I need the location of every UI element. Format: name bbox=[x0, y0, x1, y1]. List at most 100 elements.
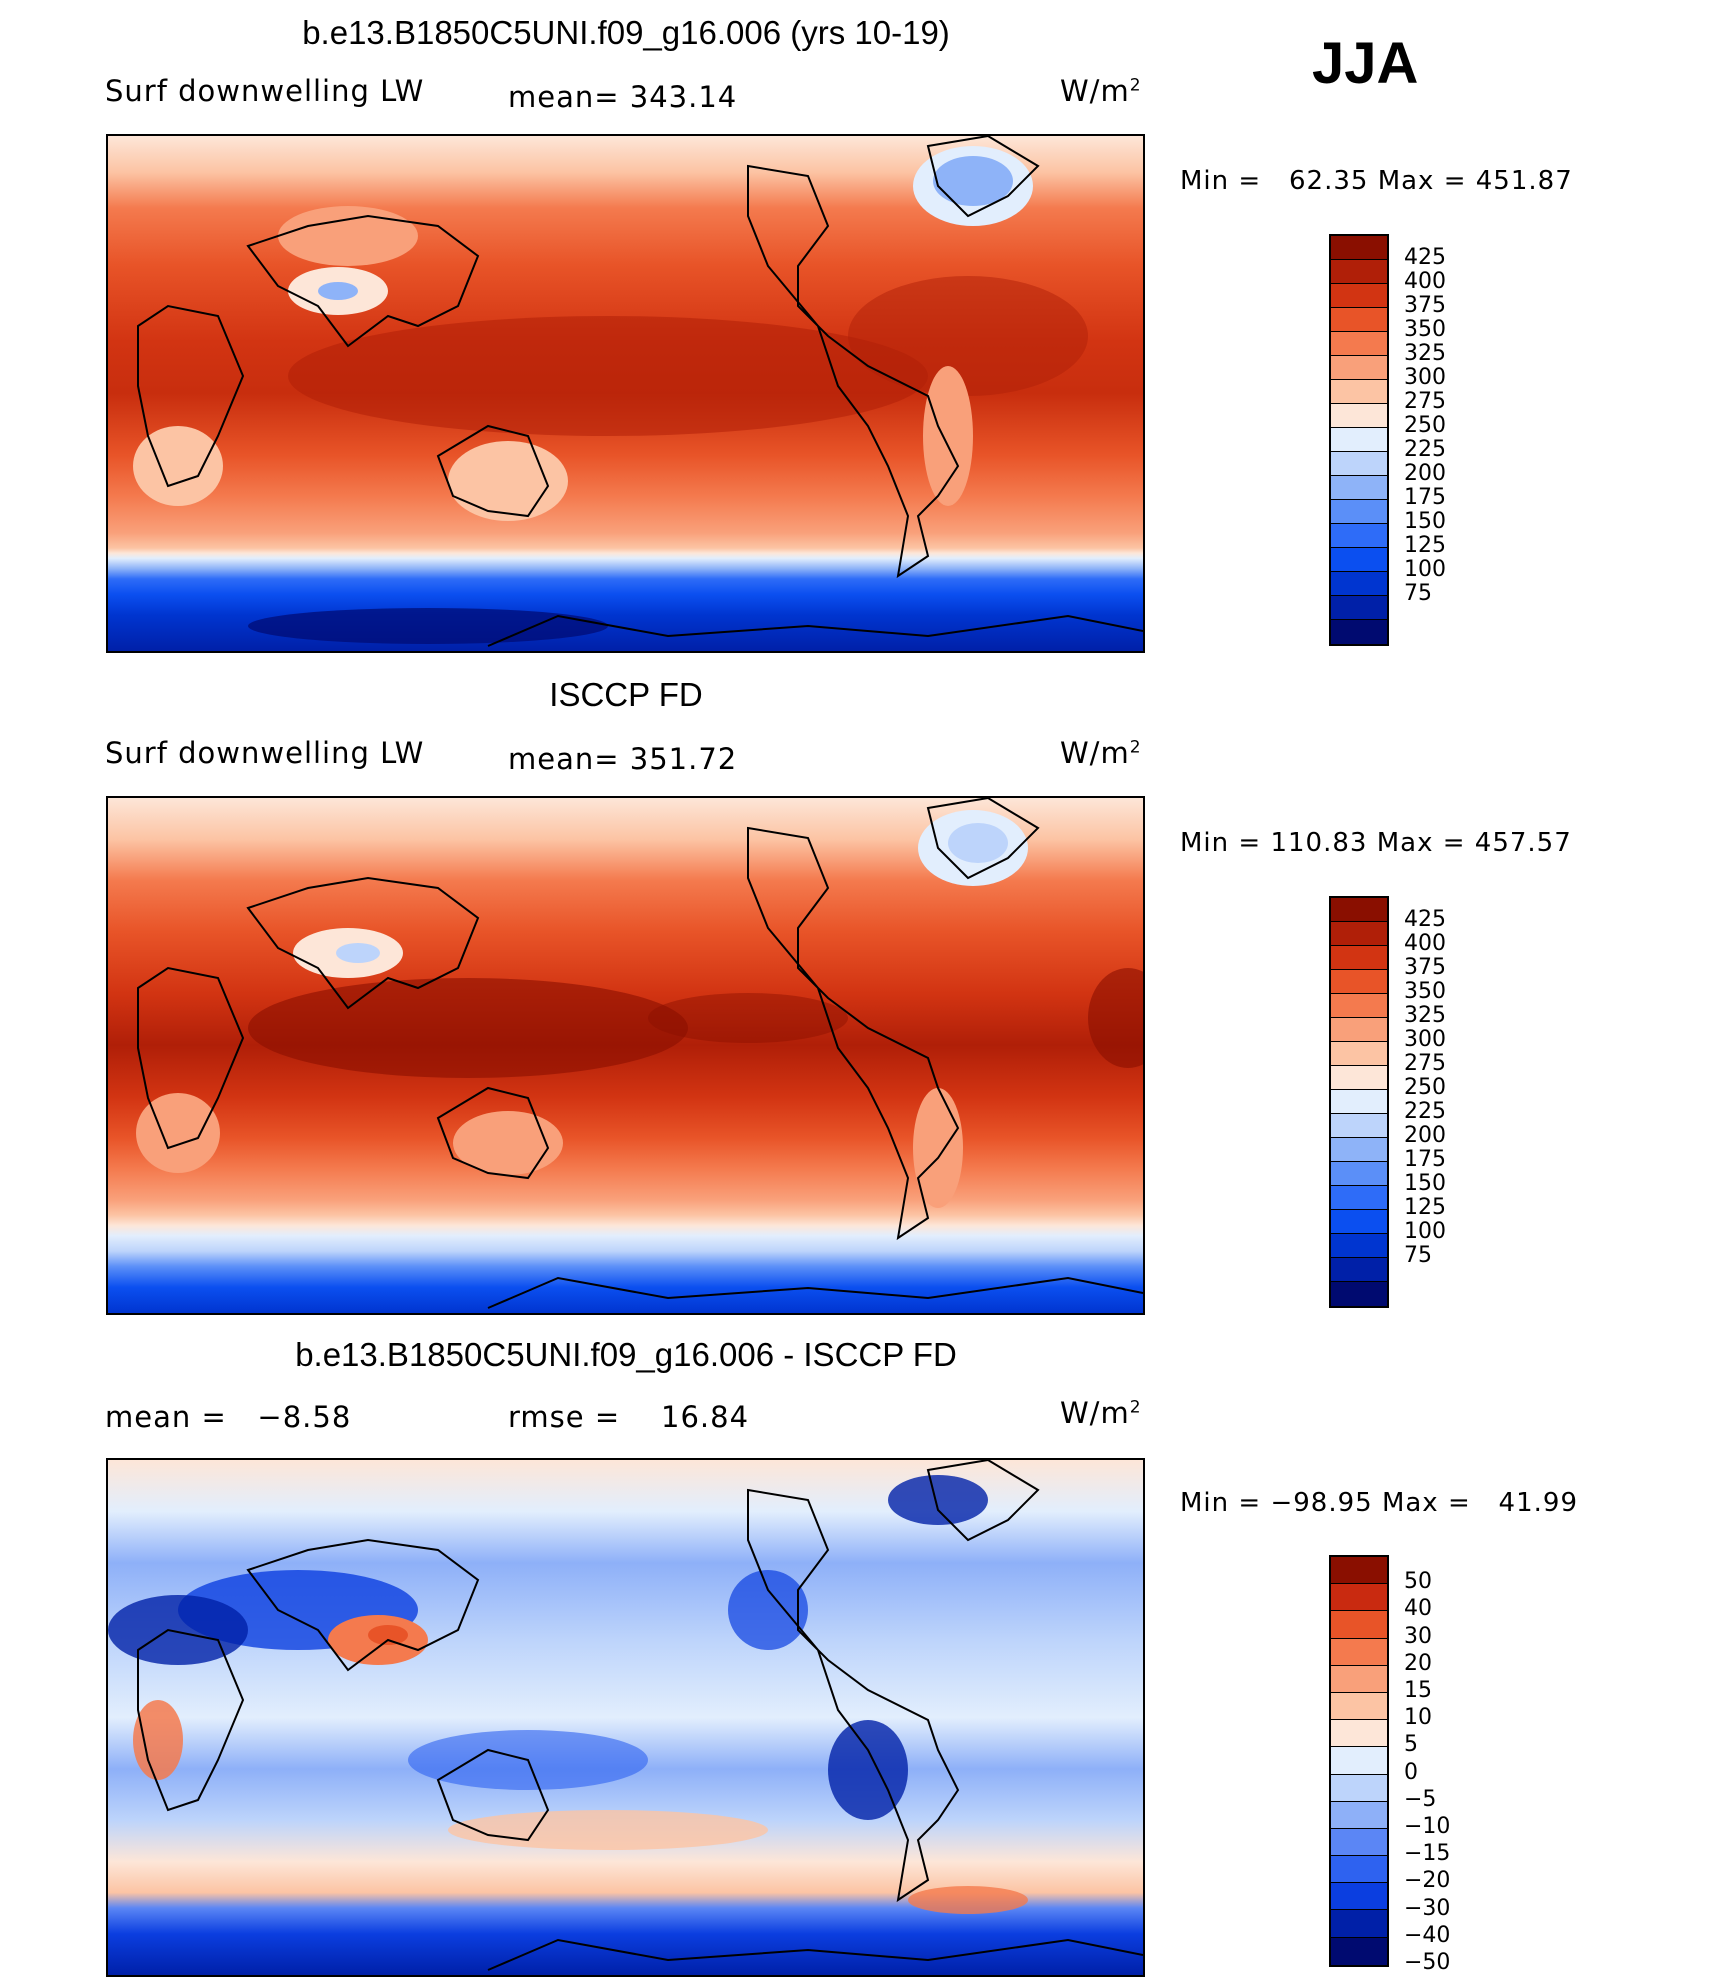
colorbar-tick-label: 125 bbox=[1404, 533, 1446, 558]
panel1-colorbar-ticks: 425 400 375 350 325 300 275 250 225 200 175 150 125 1… bbox=[1404, 234, 1524, 646]
colorbar-swatch bbox=[1331, 596, 1387, 620]
colorbar-tick-label: 75 bbox=[1404, 581, 1432, 606]
colorbar-swatch bbox=[1331, 356, 1387, 380]
colorbar-tick-label: 125 bbox=[1404, 1195, 1446, 1220]
colorbar-swatch bbox=[1331, 1210, 1387, 1234]
colorbar-tick-label: 150 bbox=[1404, 1171, 1446, 1196]
colorbar-tick-label: 0 bbox=[1404, 1759, 1418, 1785]
colorbar-swatch bbox=[1331, 994, 1387, 1018]
panel3-minmax: Min = −98.95 Max = 41.99 bbox=[1180, 1488, 1578, 1518]
colorbar-swatch bbox=[1331, 1611, 1387, 1639]
colorbar-tick-label: −50 bbox=[1404, 1950, 1451, 1975]
panel2-colorbar-ticks: 425 400 375 350 325 300 275 250 225 200 175 150 125 1… bbox=[1404, 896, 1524, 1308]
colorbar-swatch bbox=[1331, 1937, 1387, 1965]
panel3-map bbox=[106, 1458, 1145, 1977]
colorbar-swatch bbox=[1331, 308, 1387, 332]
colorbar-tick-label: 100 bbox=[1404, 557, 1446, 582]
colorbar-tick-label: −10 bbox=[1404, 1814, 1451, 1839]
colorbar-tick-label: 50 bbox=[1404, 1569, 1432, 1595]
panel1-colorbar bbox=[1329, 234, 1389, 646]
colorbar-swatch bbox=[1331, 428, 1387, 452]
colorbar-tick-label: 325 bbox=[1404, 341, 1446, 366]
colorbar-swatch bbox=[1331, 1883, 1387, 1911]
colorbar-swatch bbox=[1331, 1720, 1387, 1748]
panel1-map-svg bbox=[108, 136, 1143, 651]
colorbar-swatch bbox=[1331, 1090, 1387, 1114]
panel1-title: b.e13.B1850C5UNI.f09_g16.006 (yrs 10-19) bbox=[302, 14, 950, 51]
panel1-units: W/m2 bbox=[1060, 74, 1142, 108]
colorbar-swatch bbox=[1331, 1828, 1387, 1857]
panel3-units: W/m2 bbox=[1060, 1396, 1142, 1430]
colorbar-tick-label: 150 bbox=[1404, 509, 1446, 534]
colorbar-swatch bbox=[1331, 1774, 1387, 1802]
colorbar-tick-label: 425 bbox=[1404, 907, 1446, 932]
colorbar-swatch bbox=[1331, 1638, 1387, 1666]
colorbar-tick-label: −20 bbox=[1404, 1868, 1451, 1894]
colorbar-swatch bbox=[1331, 1018, 1387, 1042]
colorbar-swatch bbox=[1331, 1747, 1387, 1775]
colorbar-tick-label: 20 bbox=[1404, 1650, 1432, 1676]
colorbar-tick-label: 15 bbox=[1404, 1678, 1432, 1703]
colorbar-tick-label: 300 bbox=[1404, 365, 1446, 390]
panel2-field-label: Surf downwelling LW bbox=[105, 736, 425, 770]
colorbar-tick-label: 225 bbox=[1404, 437, 1446, 462]
colorbar-tick-label: 400 bbox=[1404, 269, 1446, 294]
colorbar-tick-label: 40 bbox=[1404, 1596, 1432, 1622]
panel2-minmax: Min = 110.83 Max = 457.57 bbox=[1180, 828, 1572, 858]
season-label: JJA bbox=[1312, 31, 1419, 96]
colorbar-tick-label: 175 bbox=[1404, 485, 1446, 510]
colorbar-swatch bbox=[1331, 1114, 1387, 1138]
colorbar-tick-label: 275 bbox=[1404, 1051, 1446, 1076]
colorbar-tick-label: 375 bbox=[1404, 293, 1446, 318]
colorbar-tick-label: 10 bbox=[1404, 1705, 1432, 1731]
colorbar-swatch bbox=[1331, 1801, 1387, 1829]
colorbar-swatch bbox=[1331, 476, 1387, 500]
panel2-title: ISCCP FD bbox=[549, 676, 703, 713]
panel3-title: b.e13.B1850C5UNI.f09_g16.006 - ISCCP FD bbox=[295, 1336, 957, 1373]
colorbar-swatch bbox=[1331, 1557, 1387, 1585]
panel1-map bbox=[106, 134, 1145, 653]
colorbar-swatch bbox=[1331, 1692, 1387, 1721]
colorbar-swatch bbox=[1331, 236, 1387, 260]
colorbar-swatch bbox=[1331, 970, 1387, 994]
panel2-mean-label: mean= 351.72 bbox=[508, 742, 738, 776]
panel3-map-svg bbox=[108, 1460, 1143, 1975]
colorbar-swatch bbox=[1331, 1282, 1387, 1306]
colorbar-tick-label: 350 bbox=[1404, 317, 1446, 342]
colorbar-swatch bbox=[1331, 1162, 1387, 1186]
colorbar-swatch bbox=[1331, 380, 1387, 404]
colorbar-tick-label: −30 bbox=[1404, 1895, 1451, 1921]
panel3-colorbar-ticks: 50 40 30 20 15 10 5 0 −5 −10 −15 −20 −30 −40 −50 bbox=[1404, 1555, 1524, 1974]
colorbar-tick-label: 250 bbox=[1404, 413, 1446, 438]
colorbar-swatch bbox=[1331, 946, 1387, 970]
panel1-minmax: Min = 62.35 Max = 451.87 bbox=[1180, 166, 1573, 196]
colorbar-swatch bbox=[1331, 1910, 1387, 1938]
colorbar-tick-label: 300 bbox=[1404, 1027, 1446, 1052]
panel2-map bbox=[106, 796, 1145, 1315]
colorbar-swatch bbox=[1331, 1856, 1387, 1884]
panel2-colorbar bbox=[1329, 896, 1389, 1308]
colorbar-tick-label: 5 bbox=[1404, 1732, 1418, 1758]
colorbar-swatch bbox=[1331, 1042, 1387, 1066]
colorbar-tick-label: 275 bbox=[1404, 389, 1446, 414]
panel1-field-label: Surf downwelling LW bbox=[105, 74, 425, 108]
panel3-rmse: rmse = 16.84 bbox=[508, 1400, 750, 1434]
colorbar-tick-label: 100 bbox=[1404, 1219, 1446, 1244]
colorbar-swatch bbox=[1331, 524, 1387, 548]
colorbar-tick-label: 225 bbox=[1404, 1099, 1446, 1124]
colorbar-tick-label: 425 bbox=[1404, 245, 1446, 270]
colorbar-tick-label: 250 bbox=[1404, 1075, 1446, 1100]
colorbar-swatch bbox=[1331, 332, 1387, 356]
panel1-mean-label: mean= 343.14 bbox=[508, 80, 738, 114]
colorbar-tick-label: −15 bbox=[1404, 1841, 1451, 1867]
colorbar-tick-label: 200 bbox=[1404, 461, 1446, 486]
colorbar-swatch bbox=[1331, 452, 1387, 476]
colorbar-tick-label: 375 bbox=[1404, 955, 1446, 980]
panel3-mean: mean = −8.58 bbox=[105, 1400, 352, 1434]
colorbar-tick-label: 325 bbox=[1404, 1003, 1446, 1028]
colorbar-swatch bbox=[1331, 548, 1387, 572]
colorbar-swatch bbox=[1331, 572, 1387, 596]
colorbar-swatch bbox=[1331, 898, 1387, 922]
colorbar-swatch bbox=[1331, 1234, 1387, 1258]
colorbar-tick-label: 400 bbox=[1404, 931, 1446, 956]
